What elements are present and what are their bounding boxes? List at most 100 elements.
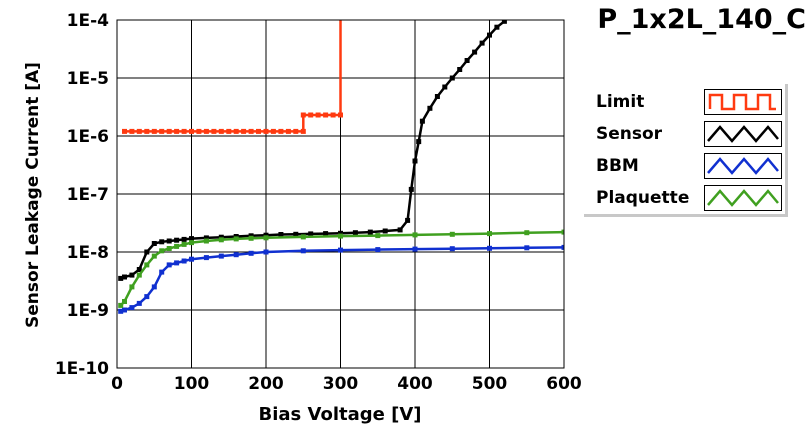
data-point-sensor [338,230,343,236]
data-point-limit [189,128,194,134]
legend-swatch-bbm[interactable] [704,153,782,179]
y-tick-label: 1E-8 [67,243,109,263]
data-point-bbm [189,256,194,262]
data-point-limit [144,128,150,134]
data-point-bbm [144,294,150,300]
data-point-sensor [159,239,165,245]
data-point-limit [181,128,187,134]
plot-border [116,19,565,369]
data-point-sensor [416,139,422,145]
data-point-sensor [352,230,358,236]
data-point-bbm [151,284,157,290]
data-point-sensor [151,241,157,246]
data-point-bbm [136,300,142,306]
data-point-limit [308,112,314,118]
data-point-bbm [300,248,306,254]
data-point-plaquette [203,238,209,244]
data-point-plaquette [129,284,135,290]
data-point-bbm [338,247,343,253]
data-point-sensor [405,217,411,223]
data-point-limit [151,128,157,134]
data-point-limit [233,128,239,134]
data-point-limit [300,128,306,134]
data-point-sensor [397,227,403,233]
y-tick-label: 1E-7 [67,185,109,205]
data-point-bbm [263,249,269,255]
data-point-limit [293,128,299,134]
data-point-plaquette [174,243,180,249]
data-point-limit [203,128,209,134]
data-point-sensor [501,20,507,24]
y-tick-label: 1E-4 [67,11,109,31]
legend: Limit Sensor BBM Plaquette [584,84,788,217]
data-point-limit [248,128,254,134]
data-point-sensor [174,237,180,243]
x-tick-label: 600 [546,374,582,394]
data-point-plaquette [144,262,150,268]
data-point-bbm [233,252,239,258]
x-tick-label: 500 [472,374,508,394]
y-tick-label: 1E-9 [67,301,109,321]
legend-swatch-limit[interactable] [704,89,782,115]
x-tick-label: 300 [323,374,359,394]
data-point-bbm [118,308,124,314]
data-point-bbm [561,244,564,250]
legend-label: BBM [596,156,639,176]
legend-swatch-sensor[interactable] [704,121,782,147]
y-tick-label: 1E-10 [55,359,109,379]
data-point-limit [323,112,329,118]
y-tick-label: 1E-5 [67,69,109,89]
data-point-sensor [412,158,418,164]
x-tick-label: 400 [397,374,433,394]
data-point-bbm [449,246,455,252]
data-point-sensor [323,231,329,237]
data-point-sensor [367,229,373,235]
data-point-limit [226,128,232,134]
data-point-plaquette [159,248,165,254]
data-point-plaquette [151,253,157,259]
data-point-sensor [218,234,224,240]
data-point-plaquette [122,299,127,304]
data-point-bbm [375,247,381,253]
data-point-limit [263,128,269,134]
data-point-sensor [487,32,492,38]
legend-label: Limit [596,92,645,112]
data-point-limit [211,128,217,134]
data-point-plaquette [338,233,343,239]
data-point-sensor [181,236,187,242]
tick-layer: 0 100 200 300 400 500 600 1E-10 1E-9 1E-8 1E-7 1E-6… [55,11,582,394]
data-point-limit [270,128,276,134]
data-point-limit [278,128,284,134]
legend-item-bbm: BBM [584,150,785,182]
x-axis-title: Bias Voltage [V] [259,404,422,425]
data-point-plaquette [136,272,142,278]
data-point-plaquette [561,229,564,235]
data-point-sensor [144,249,150,255]
series-bbm [118,244,564,314]
data-point-sensor [457,67,463,72]
legend-item-limit: Limit [584,86,785,118]
x-tick-label: 0 [111,374,123,394]
data-point-limit [241,128,247,134]
data-point-bbm [166,262,172,268]
legend-label: Sensor [596,124,663,144]
data-point-plaquette [118,302,124,308]
data-point-bbm [129,305,135,311]
data-point-plaquette [189,240,194,246]
data-point-sensor [189,236,194,242]
y-tick-label: 1E-6 [67,127,109,147]
data-point-sensor [382,228,388,234]
data-point-plaquette [218,237,224,243]
data-point-plaquette [449,231,455,237]
y-axis-title: Sensor Leakage Current [A] [23,62,43,328]
data-point-bbm [203,255,209,261]
legend-swatch-plaquette[interactable] [704,185,782,211]
data-point-plaquette [300,234,306,240]
data-point-limit [129,128,135,134]
data-point-bbm [248,250,254,256]
data-point-limit [136,128,142,134]
data-point-limit [166,128,172,134]
data-point-bbm [412,246,418,252]
data-point-limit [122,128,127,134]
data-point-sensor [118,275,124,281]
